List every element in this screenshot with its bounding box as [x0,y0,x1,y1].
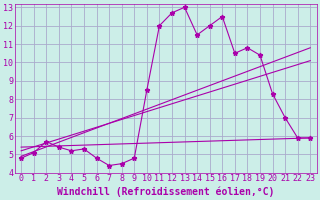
X-axis label: Windchill (Refroidissement éolien,°C): Windchill (Refroidissement éolien,°C) [57,186,274,197]
